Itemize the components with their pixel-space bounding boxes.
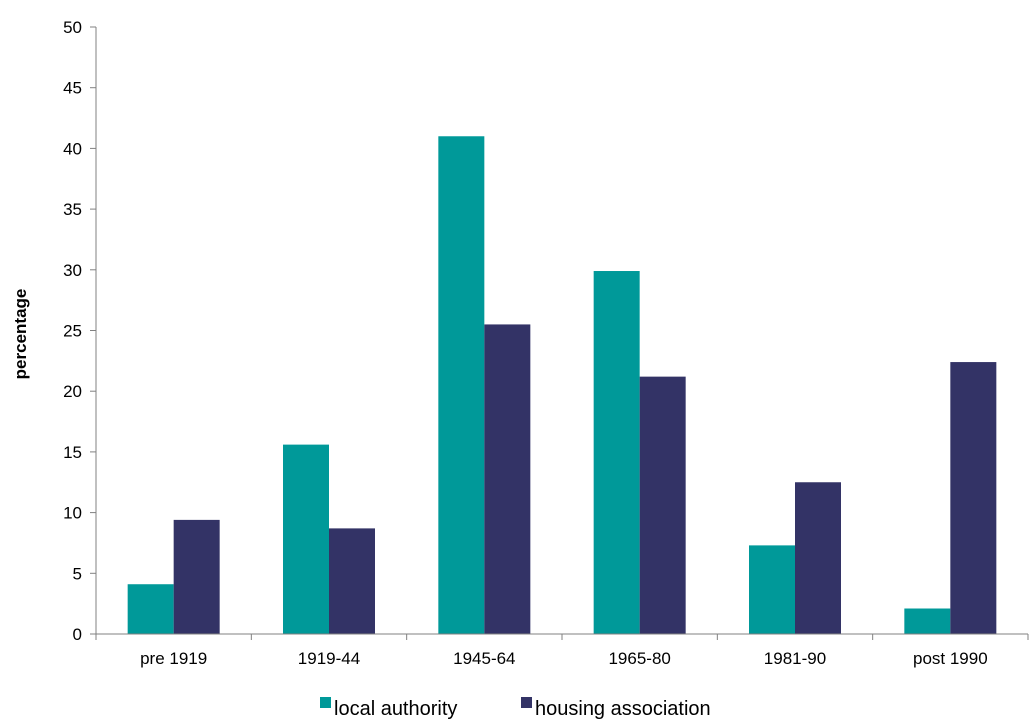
bars: [127, 136, 997, 634]
y-tick-label: 10: [63, 504, 82, 523]
bar: [173, 519, 220, 634]
bar: [593, 271, 640, 634]
x-tick-label: pre 1919: [140, 649, 207, 668]
y-tick-label: 50: [63, 18, 82, 37]
x-tick-label: post 1990: [913, 649, 988, 668]
bar: [950, 362, 997, 634]
y-tick-label: 40: [63, 139, 82, 158]
x-axis: pre 1919 1919-44 1945-64 1965-80 1981-90 post…: [95, 633, 1029, 668]
y-tick-label: 5: [73, 564, 82, 583]
bar: [904, 608, 951, 634]
bar: [484, 324, 531, 634]
bar: [795, 482, 841, 634]
x-tick-label: 1945-64: [453, 649, 515, 668]
y-tick-label: 35: [63, 200, 82, 219]
legend-swatch: [320, 697, 331, 708]
y-tick-label: 45: [63, 79, 82, 98]
legend-label: housing association: [535, 698, 711, 720]
x-tick-label: 1965-80: [608, 649, 670, 668]
y-tick-label: 30: [63, 261, 82, 280]
x-tick-label: 1981-90: [764, 649, 826, 668]
legend-label: local authority: [334, 698, 457, 720]
legend-swatch: [521, 697, 532, 708]
y-tick-label: 0: [73, 625, 82, 644]
x-tick-label: 1919-44: [298, 649, 360, 668]
bar: [749, 545, 795, 634]
bar: [438, 136, 485, 634]
bar: [127, 584, 174, 634]
bar: [639, 376, 686, 634]
y-tick-label: 20: [63, 382, 82, 401]
bar: [283, 444, 329, 634]
y-tick-label: 15: [63, 443, 82, 462]
bar: [329, 528, 375, 634]
y-tick-label: 25: [63, 322, 82, 341]
legend: local authority housing association: [320, 697, 711, 720]
y-axis: 0 5 10 15 20 25 30 35 40 45 50: [63, 18, 97, 644]
y-axis-title: percentage: [11, 289, 30, 380]
